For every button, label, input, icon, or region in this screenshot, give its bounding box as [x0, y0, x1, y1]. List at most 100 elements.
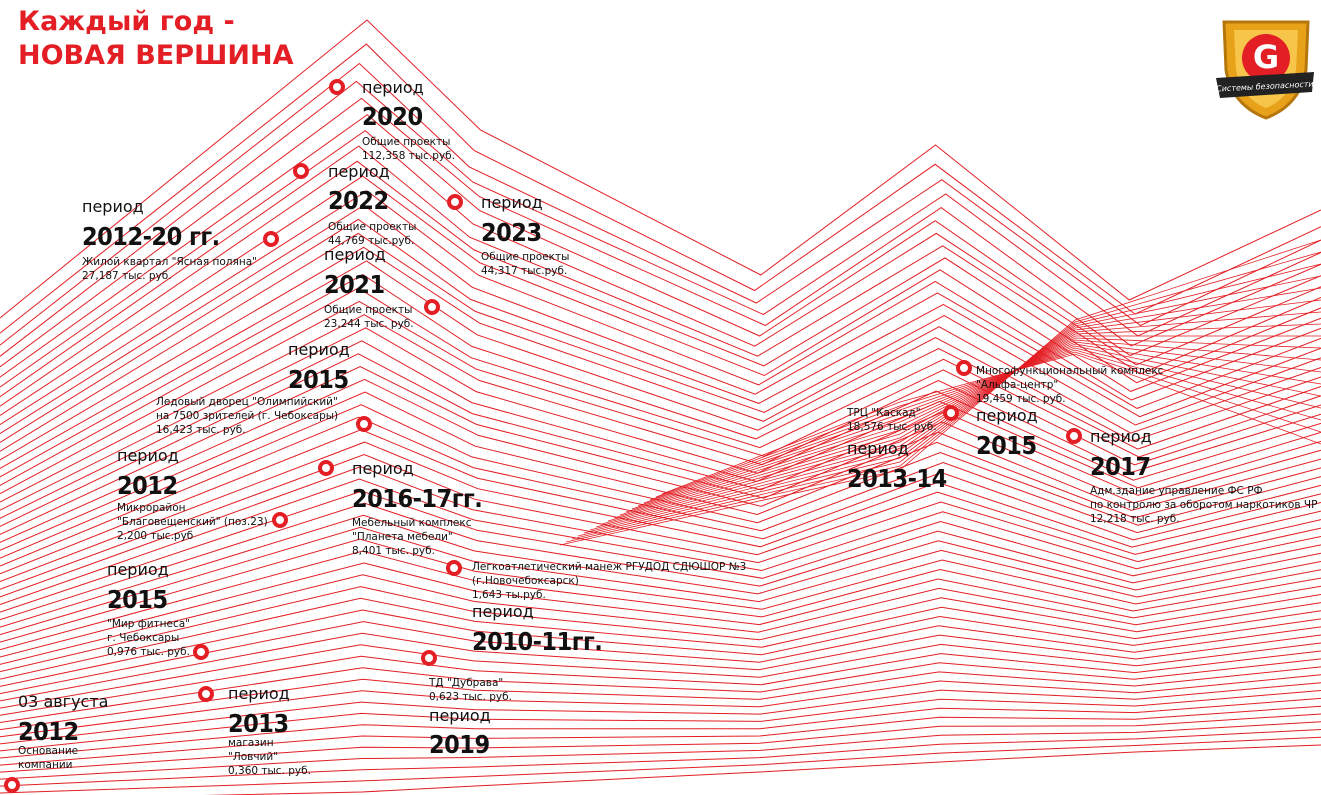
ridge-line — [0, 562, 1321, 658]
detail: по контролю за оборотом наркотиков ЧР — [1090, 499, 1318, 511]
detail: "Благовещенский" (поз.23) — [117, 516, 268, 528]
year: 2015 — [976, 431, 1037, 460]
year: 2012 — [18, 717, 79, 746]
detail: Мебельный комплекс — [352, 517, 472, 529]
detail: 19,459 тыс. руб. — [976, 393, 1066, 405]
ridge-line — [0, 597, 1321, 680]
ridge-line — [559, 239, 1321, 546]
ridge-line — [0, 682, 1321, 745]
milestone-dot — [446, 560, 462, 576]
ridge-line — [0, 550, 1321, 651]
detail: 112,358 тыс.руб. — [362, 150, 455, 162]
detail: 12,218 тыс. руб. — [1090, 513, 1180, 525]
year: 2012 — [117, 471, 178, 500]
ridge-line — [589, 299, 1321, 531]
year: 2019 — [429, 730, 490, 759]
detail: 2,200 тыс.руб — [117, 530, 194, 542]
ridge-line — [631, 343, 1321, 510]
year: 2015 — [107, 585, 168, 614]
detail: Адм.здание управление ФС РФ — [1090, 485, 1263, 497]
ridge-line — [0, 690, 1321, 752]
year: 2015 — [288, 365, 349, 394]
ridge-line — [571, 263, 1321, 540]
detail: Жилой квартал "Ясная поляна" — [82, 256, 257, 268]
year: 2020 — [362, 102, 423, 131]
ridge-line — [0, 129, 1321, 388]
title: НОВАЯ ВЕРШИНА — [18, 40, 294, 71]
ridge-line — [0, 666, 1321, 731]
ridge-line — [583, 287, 1321, 534]
detail: 0,360 тыс. руб. — [228, 765, 311, 777]
ridge-line — [0, 190, 1321, 426]
period-label: период — [82, 197, 144, 216]
detail: 8,401 тыс. руб. — [352, 545, 435, 557]
ridge-line — [0, 19, 1321, 319]
ridge-line — [0, 658, 1321, 723]
year: 2017 — [1090, 452, 1151, 481]
ridge-line — [0, 736, 1321, 794]
detail: Общие проекты — [481, 251, 570, 263]
ridge-line — [0, 650, 1321, 716]
ridge-line — [607, 335, 1321, 522]
milestone-dot — [421, 650, 437, 666]
ridge-line — [637, 345, 1321, 507]
logo-letter: G — [1253, 38, 1279, 76]
year: 2021 — [324, 270, 385, 299]
detail: Микрорайон — [117, 502, 186, 514]
detail: ТРЦ "Каскад" — [847, 407, 921, 419]
milestone-dot — [956, 360, 972, 376]
ridge-line — [0, 260, 1321, 469]
milestone-dot — [329, 79, 345, 95]
ridge-line — [595, 311, 1321, 528]
detail: 18,576 тыс. руб. — [847, 421, 937, 433]
ridge-line — [661, 353, 1321, 495]
detail: на 7500 зрителей (г. Чебоксары) — [156, 410, 339, 422]
milestone-dot — [263, 231, 279, 247]
ridge-line — [0, 114, 1321, 378]
period-label: период — [1090, 427, 1152, 446]
milestone-dot — [4, 777, 20, 793]
ridge-line — [655, 351, 1321, 498]
period-label: период — [352, 459, 414, 478]
detail: "Альфа-центр" — [976, 379, 1059, 391]
period-label: период — [107, 560, 169, 579]
detail: Общие проекты — [328, 221, 417, 233]
ridge-line — [0, 490, 1321, 613]
period-label: период — [976, 406, 1038, 425]
detail: Многофункциональный комплекс — [976, 365, 1164, 377]
ridge-line — [0, 175, 1321, 416]
period-label: 03 августа — [18, 692, 109, 711]
ridge-line — [0, 246, 1321, 461]
ridge-line — [0, 674, 1321, 738]
ridge-line — [203, 744, 1321, 795]
ridge-line — [643, 347, 1321, 504]
ridge-line — [0, 97, 1321, 368]
ridge-line — [0, 160, 1321, 407]
period-label: период — [472, 602, 534, 621]
detail: магазин — [228, 737, 274, 749]
year: 2016-17гг. — [352, 484, 483, 513]
detail: 27,187 тыс. руб. — [82, 270, 172, 282]
ridge-line — [0, 526, 1321, 636]
ridge-line — [0, 404, 1321, 559]
milestone-dot — [293, 163, 309, 179]
ridge-line — [0, 502, 1321, 621]
detail: г. Чебоксары — [107, 632, 180, 644]
ridge-line — [0, 287, 1321, 486]
year: 2013-14 — [847, 464, 947, 493]
year: 2013 — [228, 709, 289, 738]
period-label: период — [328, 162, 390, 181]
ridge-line — [0, 729, 1321, 787]
ridge-line — [0, 621, 1321, 695]
period-label: период — [847, 439, 909, 458]
milestone-dot — [272, 512, 288, 528]
period-label: период — [228, 684, 290, 703]
ridge-line — [0, 391, 1321, 551]
ridge-line — [0, 300, 1321, 495]
detail: 16,423 тыс. руб. — [156, 424, 246, 436]
year: 2012-20 гг. — [82, 222, 220, 251]
ridge-line — [0, 514, 1321, 628]
